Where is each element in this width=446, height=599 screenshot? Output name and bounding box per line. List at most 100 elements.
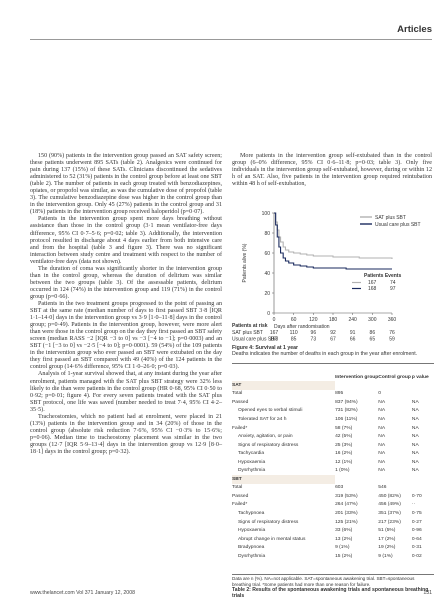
table-cell: NA [411, 459, 419, 465]
at-risk-title: Patients at risk [232, 323, 268, 329]
table-body: SAT Total 895 0 Passed 837 (94%) NA NA Opened ey… [232, 381, 434, 560]
table-cell: 450 (82%) [378, 493, 401, 499]
table-cell: 12 (1%) [335, 459, 353, 465]
row-label: Hypoxaemia [238, 459, 266, 465]
table-cell: 9 (1%) [378, 553, 393, 559]
series-line-1 [274, 212, 392, 270]
x-tick-label: 120 [309, 317, 318, 323]
table-cell: 19 (2%) [378, 545, 396, 551]
at-risk-value: 67 [330, 337, 336, 343]
table-top-rule [232, 363, 434, 364]
row-label: Failed* [232, 425, 248, 431]
table-cell: NA [378, 451, 386, 457]
table-section-title: SAT [232, 381, 336, 390]
table-bottom-rule [232, 574, 434, 575]
row-label: Dysrhythmia [238, 468, 266, 474]
table-cell [378, 381, 412, 390]
table-header-cell [232, 365, 335, 381]
x-tick-label: 60 [291, 317, 297, 323]
figure-caption: Figure 4: Survival at 1 year Deaths indi… [232, 345, 438, 357]
page-number: 131 [423, 590, 432, 596]
table-cell [412, 484, 434, 493]
table-cell: 42 (5%) [335, 434, 353, 440]
journal-footer: www.thelancet.com Vol 371 January 12, 20… [30, 590, 135, 596]
events-n: 167 [368, 280, 377, 286]
table-header-cell: p value [411, 375, 429, 380]
at-risk-value: 66 [350, 337, 356, 343]
right-column-text: More patients in the intervention group … [232, 153, 432, 188]
table-header-cell: Intervention group [335, 375, 379, 380]
table-section-row: SBT [232, 475, 434, 484]
table-cell: 201 (33%) [335, 510, 358, 516]
table-cell: NA [378, 442, 386, 448]
table-row: Hypoxaemia 12 (1%) NA NA [232, 458, 434, 467]
body-paragraph: 150 (90%) patients in the intervention g… [30, 153, 222, 216]
table-cell: 603 [335, 485, 344, 491]
table-cell: NA [411, 434, 419, 440]
events-count: 97 [390, 286, 396, 292]
table-cell: 33 (6%) [335, 528, 353, 534]
table-row: Total 603 546 [232, 484, 434, 493]
table-cell: NA [411, 399, 419, 405]
table-row: Failed* 58 (7%) NA NA [232, 424, 434, 433]
table-cell: 456 (49%) [378, 502, 401, 508]
body-paragraph: Tracheostomies, which no patient had at … [30, 413, 222, 455]
body-paragraph: More patients in the intervention group … [232, 153, 432, 188]
table-section-row: SAT [232, 381, 434, 390]
table-cell: 0·31 [411, 545, 422, 551]
at-risk-value: 168 [270, 337, 279, 343]
table-cell [378, 475, 412, 484]
table-cell: 25 (3%) [335, 442, 353, 448]
table-row: Bradypnoea 9 (1%) 19 (2%) 0·31 [232, 543, 434, 552]
legend-label: SAT plus SBT [375, 215, 406, 221]
figure-label: Figure 4: [232, 345, 254, 351]
header-rule [30, 39, 432, 40]
row-label: Total [232, 391, 243, 397]
table-cell: NA [378, 408, 386, 414]
table-row: Dysrhythmia 15 (2%) 9 (1%) 0·02 [232, 552, 434, 561]
table-cell: NA [411, 408, 419, 414]
at-risk-value: 85 [291, 337, 297, 343]
x-tick-label: 300 [368, 317, 377, 323]
at-risk-label: Usual care plus SBT [232, 337, 278, 343]
table-cell: 13 (2%) [335, 536, 353, 542]
row-label: Signs of respiratory distress [238, 442, 299, 448]
table-row: Dysrhythmia 1 (0%) NA NA [232, 466, 434, 475]
table-cell: NA [411, 451, 419, 457]
x-tick-label: 360 [388, 317, 397, 323]
left-column: 150 (90%) patients in the intervention g… [30, 153, 222, 456]
table-cell: 0·64 [411, 536, 422, 542]
row-label: Abrupt change in mental status [238, 536, 306, 542]
events-n: 168 [368, 286, 377, 292]
table-cell: 0·96 [411, 528, 422, 534]
table-caption: Table 2: Results of the spontaneous awak… [232, 587, 434, 599]
body-paragraph: Patients in the intervention group spent… [30, 216, 222, 265]
at-risk-value: 91 [350, 330, 356, 336]
table-cell: 0·75 [411, 510, 422, 516]
table-row: Passed 319 (53%) 450 (82%) 0·70 [232, 492, 434, 501]
table-cell: 731 (82%) [335, 408, 358, 414]
y-tick-label: 80 [264, 231, 270, 237]
y-axis-label: Patients alive (%) [242, 243, 248, 282]
at-risk-value: 167 [270, 330, 279, 336]
table-row: Passed 837 (94%) NA NA [232, 398, 434, 407]
y-tick-label: 100 [262, 211, 271, 217]
section-title: Articles [397, 24, 432, 35]
y-tick-label: 0 [267, 311, 270, 317]
table-row: Total 895 0 [232, 390, 434, 399]
row-label: Passed [232, 493, 249, 499]
table-row: Anxiety, agitation, or pain 42 (5%) NA NA [232, 432, 434, 441]
table-cell: NA [378, 468, 386, 474]
at-risk-value: 59 [389, 337, 395, 343]
row-label: Dysrhythmia [238, 553, 266, 559]
page-header: Articles [0, 0, 446, 40]
table-cell: NA [378, 425, 386, 431]
table-row: Tachypnoea 201 (33%) 351 (37%) 0·75 [232, 509, 434, 518]
y-tick-label: 60 [264, 251, 270, 257]
at-risk-label: SAT plus SBT [232, 330, 263, 336]
table-row: Signs of respiratory distress 25 (3%) NA NA [232, 441, 434, 450]
x-tick-label: 180 [329, 317, 338, 323]
table-cell: 217 (23%) [378, 519, 401, 525]
table-cell: ·· [411, 502, 416, 508]
row-label: Total [232, 485, 243, 491]
